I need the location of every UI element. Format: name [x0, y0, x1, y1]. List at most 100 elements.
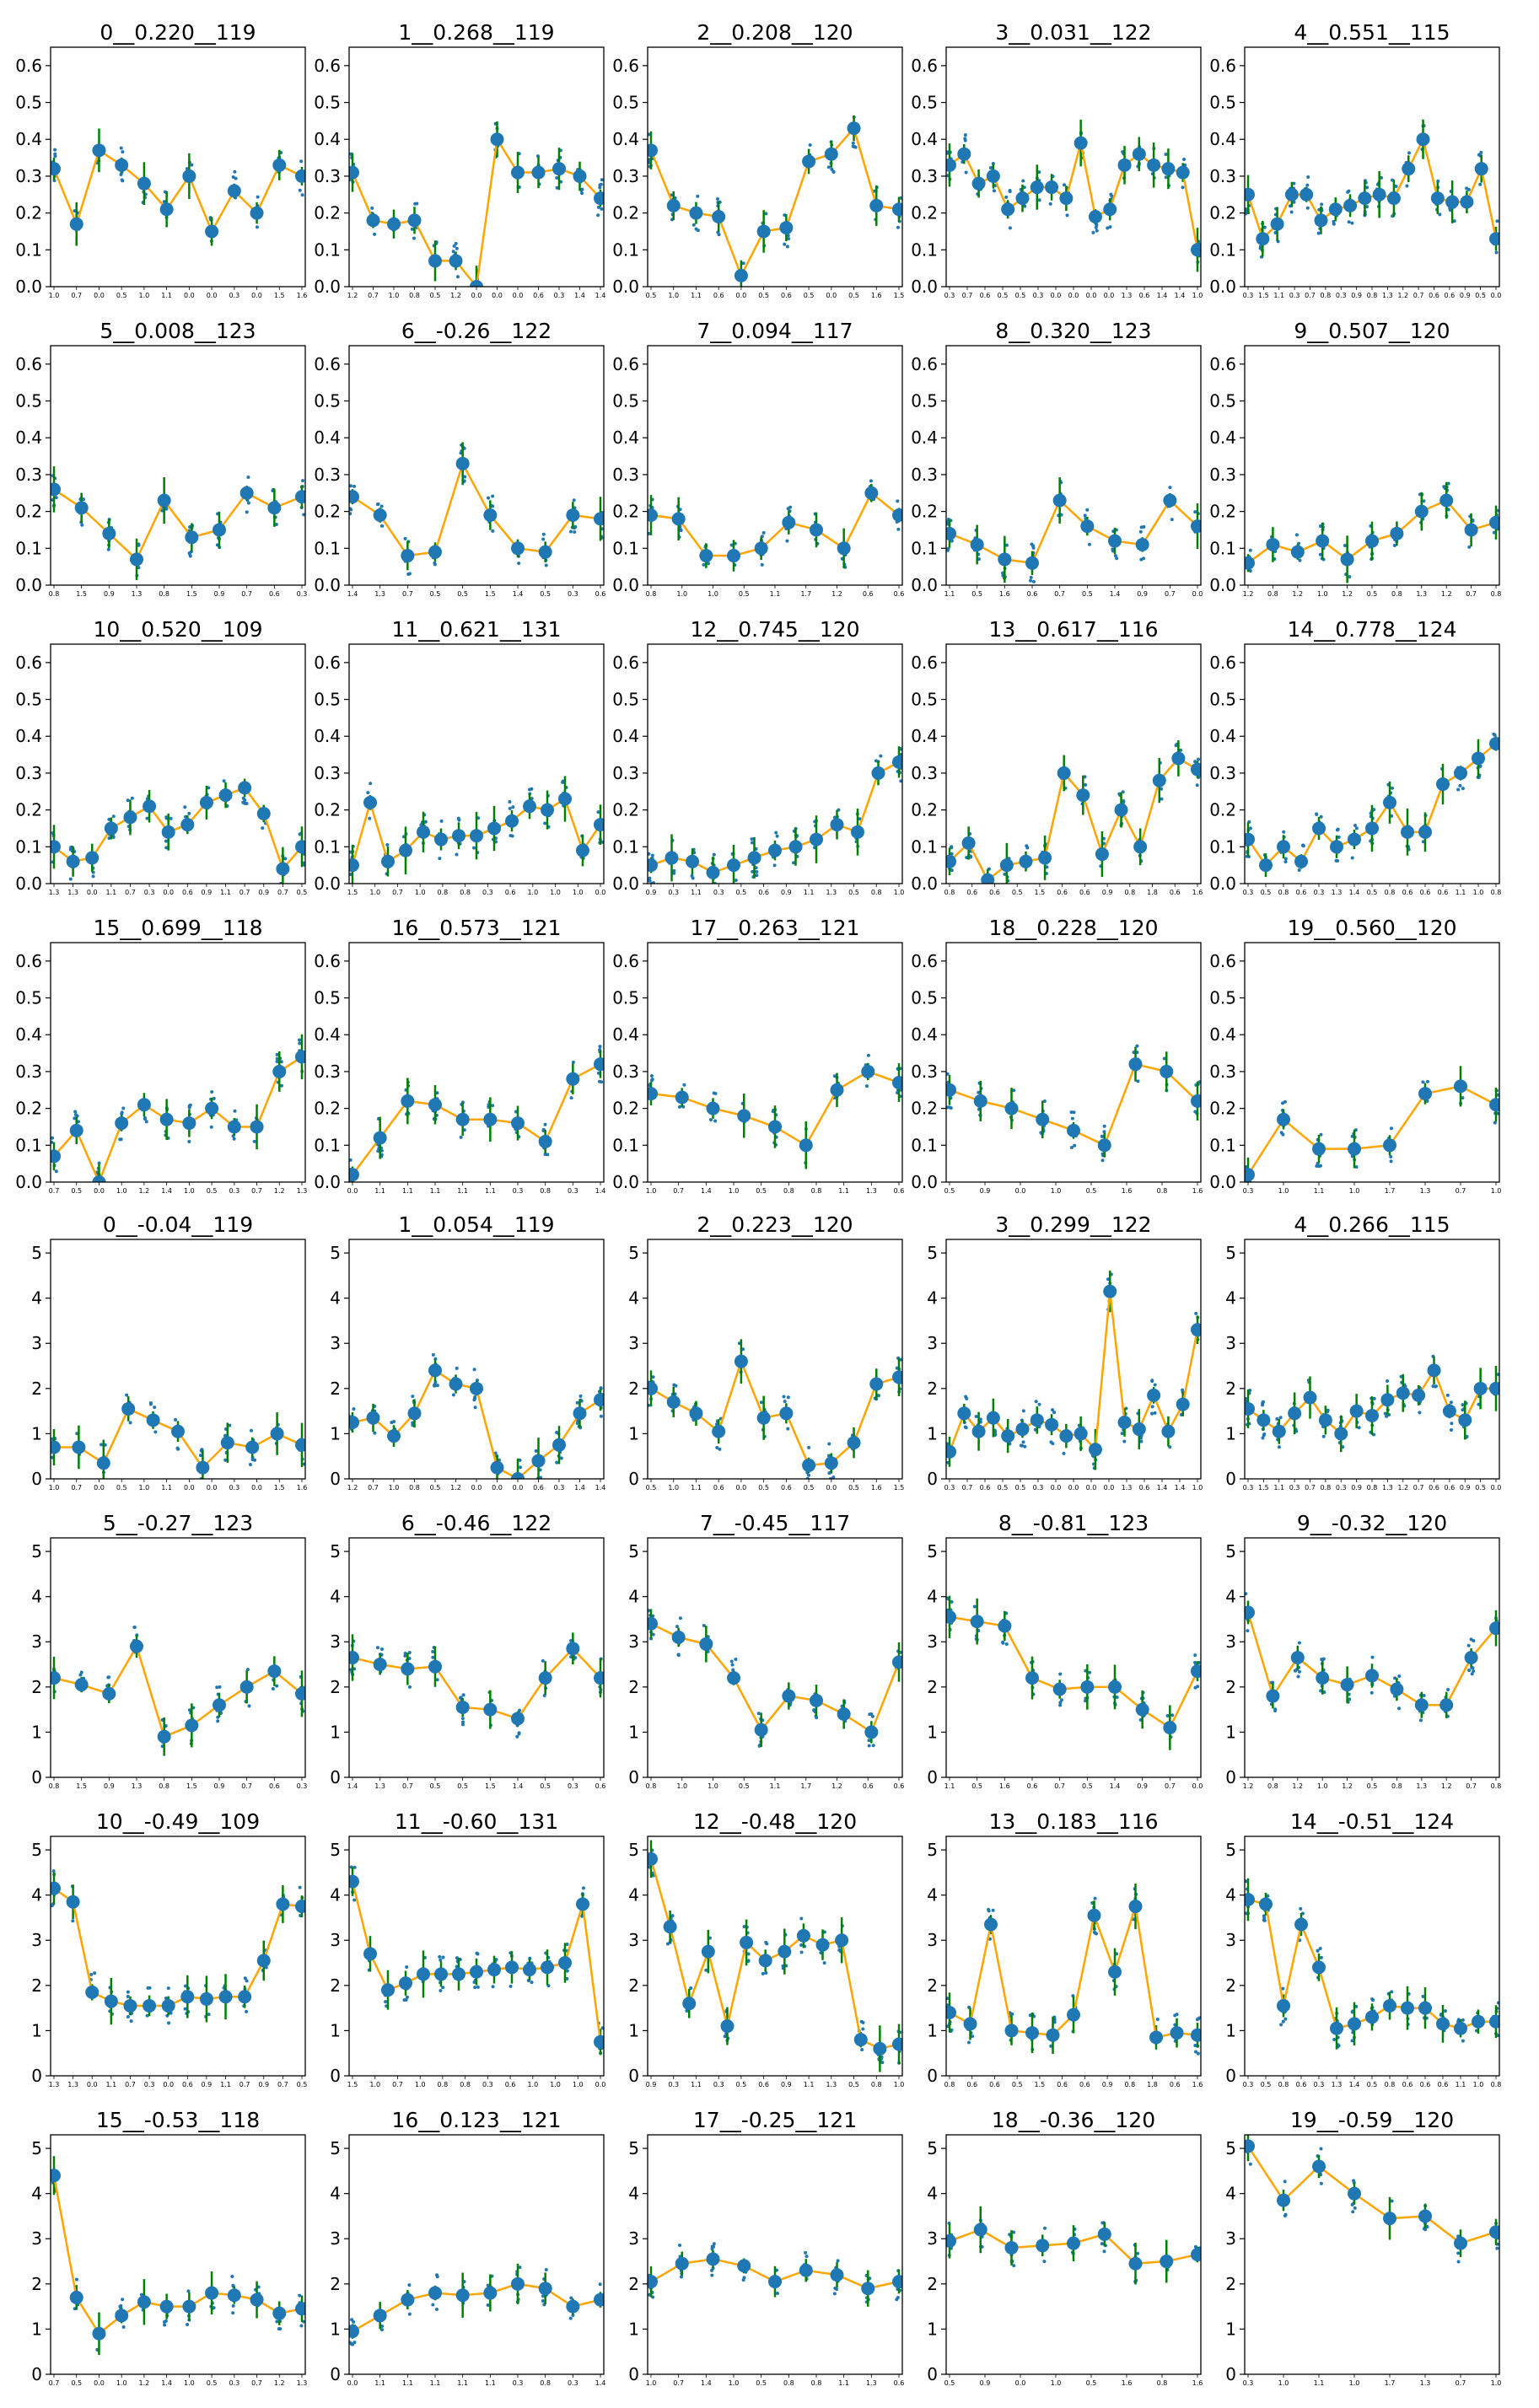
scatter-dot: [455, 275, 460, 279]
data-point: [428, 545, 442, 559]
scatter-dot: [964, 170, 968, 175]
x-tick-label: 0.5: [848, 292, 859, 299]
data-point: [1103, 202, 1117, 217]
data-point: [666, 1395, 681, 1409]
y-tick-label: 1: [330, 2020, 341, 2040]
scatter-dot: [651, 1873, 655, 1878]
y-tick-label: 0.5: [612, 391, 639, 411]
scatter-dot: [648, 132, 651, 137]
scatter-dot: [600, 207, 604, 211]
scatter-dot: [858, 817, 862, 821]
scatter-dot: [1461, 1403, 1465, 1407]
plot-area: [946, 119, 1201, 272]
x-tick-label: 0.7: [1456, 1187, 1466, 1195]
scatter-dot: [787, 237, 791, 241]
scatter-dot: [456, 816, 460, 820]
y-tick-label: 4: [330, 1587, 341, 1607]
x-tick-label: 0.7: [71, 1484, 82, 1492]
scatter-dot: [370, 206, 374, 210]
data-point: [864, 1725, 879, 1739]
scatter-dot: [1343, 544, 1347, 548]
x-tick-label: 0.9: [214, 590, 225, 598]
y-tick-label: 5: [31, 1541, 42, 1561]
data-point: [227, 184, 241, 198]
x-tick-label: 1.3: [49, 889, 60, 896]
scatter-dot: [565, 1969, 569, 1973]
x-tick-label: 0.6: [1139, 1484, 1150, 1492]
scatter-dot: [1317, 1164, 1321, 1169]
scatter-dot: [648, 160, 651, 164]
data-point: [1004, 2024, 1019, 2038]
x-tick-label: 0.5: [848, 1484, 859, 1492]
scatter-dot: [1248, 548, 1252, 552]
scatter-dot: [648, 1403, 651, 1407]
scatter-dot: [1058, 1701, 1063, 1705]
scatter-dot: [751, 841, 755, 845]
scatter-dot: [575, 1400, 579, 1405]
data-point: [788, 840, 803, 854]
data-point: [648, 1087, 658, 1101]
x-tick-label: 0.9: [1102, 889, 1113, 896]
scatter-dot: [1174, 744, 1178, 748]
x-tick-label: 1.4: [1349, 2081, 1360, 2088]
scatter-dot: [241, 796, 245, 800]
y-tick-label: 0.4: [1209, 1024, 1236, 1045]
scatter-dot: [974, 1415, 978, 1419]
x-tick-label: 0.6: [713, 1484, 724, 1492]
x-tick-label: 0.6: [1027, 590, 1038, 598]
x-tick-label: 1.3: [1122, 1484, 1133, 1492]
y-tick-label: 0.2: [314, 1099, 341, 1119]
scatter-dot: [546, 1153, 550, 1157]
data-point: [1272, 1424, 1286, 1438]
data-point: [594, 2034, 604, 2049]
data-point: [523, 1963, 536, 1977]
y-tick-label: 0.3: [612, 1062, 639, 1082]
scatter-dot: [274, 522, 278, 526]
x-tick-label: 1.1: [161, 292, 172, 299]
x-tick-label: 0.8: [1367, 292, 1378, 299]
x-tick-label: 0.5: [736, 889, 747, 896]
y-tick-label: 2: [628, 1677, 639, 1697]
data-point: [470, 829, 483, 843]
x-tick-label: 1.1: [161, 1484, 172, 1492]
scatter-dot: [349, 1158, 352, 1162]
data-point: [130, 552, 143, 567]
x-tick-label: 1.4: [574, 1484, 585, 1492]
y-tick-label: 3: [330, 1631, 341, 1652]
series-line: [948, 1291, 1199, 1453]
x-tick-label: 0.6: [1296, 2081, 1307, 2088]
axes-frame: [945, 643, 1202, 884]
scatter-dot: [559, 1456, 563, 1460]
scatter-dot: [405, 1965, 409, 1970]
scatter-dot: [368, 816, 372, 820]
data-point: [1135, 1702, 1149, 1717]
x-tick-label: 1.5: [186, 1782, 197, 1790]
x-tick-label: 0.7: [125, 2081, 136, 2088]
data-point: [295, 1900, 305, 1914]
y-tick-label: 0.6: [15, 56, 42, 76]
y-tick-label: 0.1: [612, 239, 639, 260]
y-tick-label: 0.3: [612, 465, 639, 485]
data-point: [648, 508, 658, 522]
plot-area: [648, 479, 902, 572]
data-point: [213, 523, 226, 537]
data-point: [981, 873, 995, 884]
data-point: [999, 858, 1014, 873]
scatter-dot: [439, 1988, 443, 1992]
x-tick-label: 1.0: [729, 1187, 740, 1195]
x-tick-label: 1.4: [595, 1484, 606, 1492]
scatter-dot: [1471, 1666, 1475, 1670]
x-tick-label: 0.8: [540, 1187, 551, 1195]
scatter-dot: [111, 835, 116, 839]
data-point: [1454, 1079, 1467, 1094]
scatter-dot: [423, 820, 428, 824]
scatter-dot: [713, 1119, 718, 1123]
scatter-dot: [160, 508, 164, 513]
scatter-dot: [598, 1045, 602, 1049]
x-tick-label: 0.0: [87, 2081, 98, 2088]
scatter-dot: [702, 1623, 706, 1627]
scatter-dot: [1383, 1411, 1387, 1416]
scatter-dot: [166, 1986, 170, 1991]
